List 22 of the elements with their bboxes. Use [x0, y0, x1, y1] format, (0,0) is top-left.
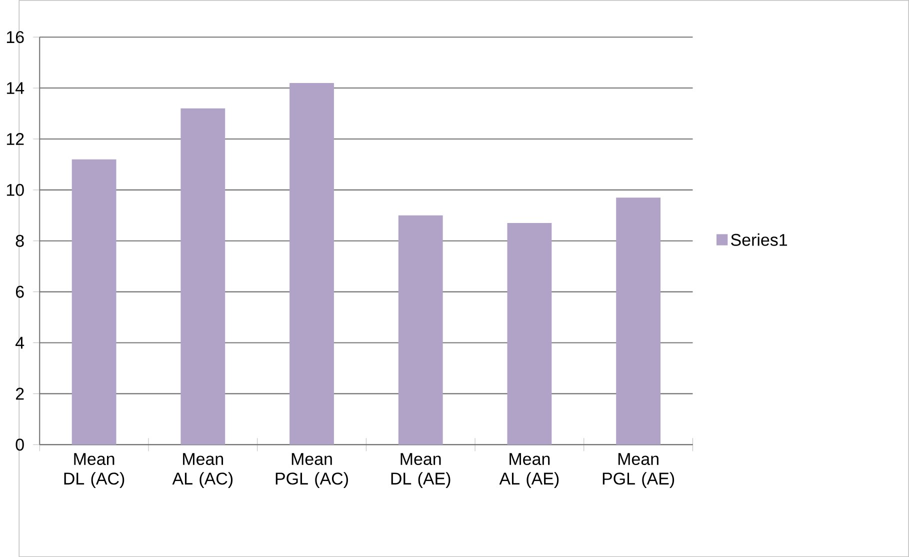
x-tick-label: Mean DL (AE)	[391, 453, 450, 488]
bar	[72, 159, 116, 445]
bar	[290, 82, 334, 445]
y-tick-label: 2	[16, 388, 24, 400]
y-tick-label: 12	[6, 132, 24, 145]
bar	[180, 108, 226, 445]
y-tick-label: 6	[16, 286, 24, 298]
y-tick-label: 10	[6, 184, 24, 196]
x-tick-label: Mean AL (AE)	[499, 453, 559, 488]
x-tick-label: Mean PGL (AE)	[602, 453, 674, 488]
x-tick-label: Mean PGL (AC)	[276, 453, 348, 488]
legend-label: Series1	[731, 233, 788, 246]
x-tick-label: Mean AL (AC)	[172, 453, 233, 488]
y-tick-label: 14	[6, 82, 24, 94]
y-tick-label: 4	[16, 336, 24, 349]
y-tick-label: 16	[6, 31, 24, 44]
bar	[616, 197, 661, 445]
x-tick-label: Mean DL (AC)	[64, 453, 124, 488]
y-tick-label: 8	[16, 234, 24, 247]
y-tick-label: 0	[16, 438, 24, 451]
bar	[507, 222, 552, 445]
bar	[398, 215, 443, 445]
